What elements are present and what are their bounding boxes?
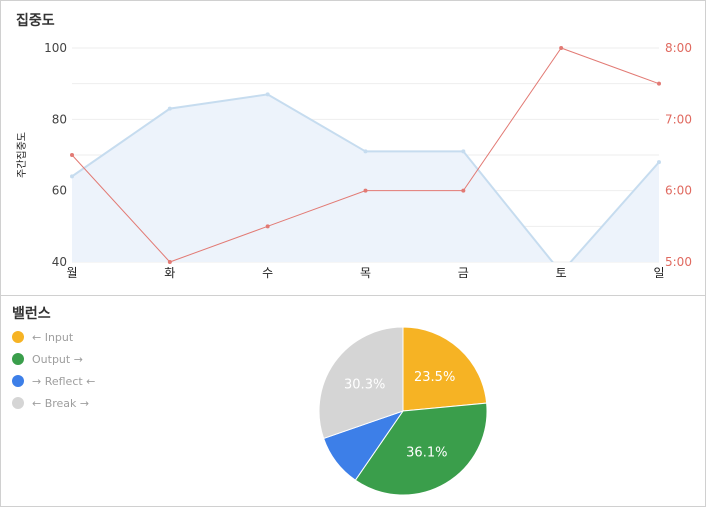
y2-tick-label: 5:00 — [665, 255, 692, 269]
y2-tick-label: 8:00 — [665, 41, 692, 55]
legend-label: Output → — [32, 352, 83, 366]
y2-tick-label: 6:00 — [665, 184, 692, 198]
x-tick-label: 목 — [360, 266, 371, 280]
pie-slice — [354, 402, 488, 496]
series-area-fill — [72, 94, 659, 262]
legend-label: ← Input — [32, 330, 74, 344]
area-point — [461, 149, 466, 154]
time-point — [70, 153, 74, 157]
balance-panel: 밸런스 ← Input Output → → Reflect ← ← Break… — [1, 295, 705, 506]
pie-slice — [402, 326, 488, 412]
pie-slice-label: 23.5% — [414, 370, 455, 385]
focus-title: 집중도 — [16, 13, 55, 29]
legend-swatch — [12, 331, 24, 343]
y-tick-label: 100 — [44, 41, 67, 55]
legend-swatch — [12, 375, 24, 387]
balance-title: 밸런스 — [12, 306, 51, 322]
area-point — [657, 160, 661, 165]
x-tick-label: 토 — [556, 266, 567, 280]
area-point — [363, 149, 368, 154]
area-point — [70, 174, 74, 179]
time-point — [265, 224, 270, 229]
legend-swatch — [12, 397, 24, 409]
x-tick-label: 수 — [262, 266, 273, 280]
legend-item-input[interactable]: ← Input — [12, 326, 95, 348]
legend-label: ← Break → — [32, 396, 90, 410]
x-tick-label: 월 — [66, 266, 77, 280]
area-point — [265, 92, 270, 97]
legend-label: → Reflect ← — [32, 374, 96, 388]
time-point — [167, 260, 172, 264]
legend-swatch — [12, 353, 24, 365]
y-axis-title: 주간집중도 — [16, 132, 28, 178]
area-point — [167, 106, 172, 111]
pie-slice — [318, 326, 404, 440]
time-point — [559, 46, 564, 50]
y2-tick-label: 7:00 — [665, 112, 692, 126]
y-tick-label: 40 — [52, 255, 67, 269]
x-tick-label: 일 — [653, 266, 664, 280]
balance-pie-chart: 23.5% 36.1% 30.3% — [318, 326, 488, 496]
legend-item-reflect[interactable]: → Reflect ← — [12, 370, 95, 392]
x-tick-label: 화 — [164, 266, 175, 280]
time-point — [363, 188, 368, 193]
balance-legend: ← Input Output → → Reflect ← ← Break → — [12, 326, 95, 414]
legend-item-output[interactable]: Output → — [12, 348, 95, 370]
x-tick-label: 금 — [458, 266, 469, 280]
y-tick-label: 80 — [52, 112, 67, 126]
pie-slice-label: 30.3% — [344, 378, 385, 393]
pie-slice-label: 36.1% — [406, 446, 447, 461]
time-point — [461, 188, 466, 193]
y-tick-label: 60 — [52, 184, 67, 198]
legend-item-break[interactable]: ← Break → — [12, 392, 95, 414]
time-point — [657, 81, 661, 86]
